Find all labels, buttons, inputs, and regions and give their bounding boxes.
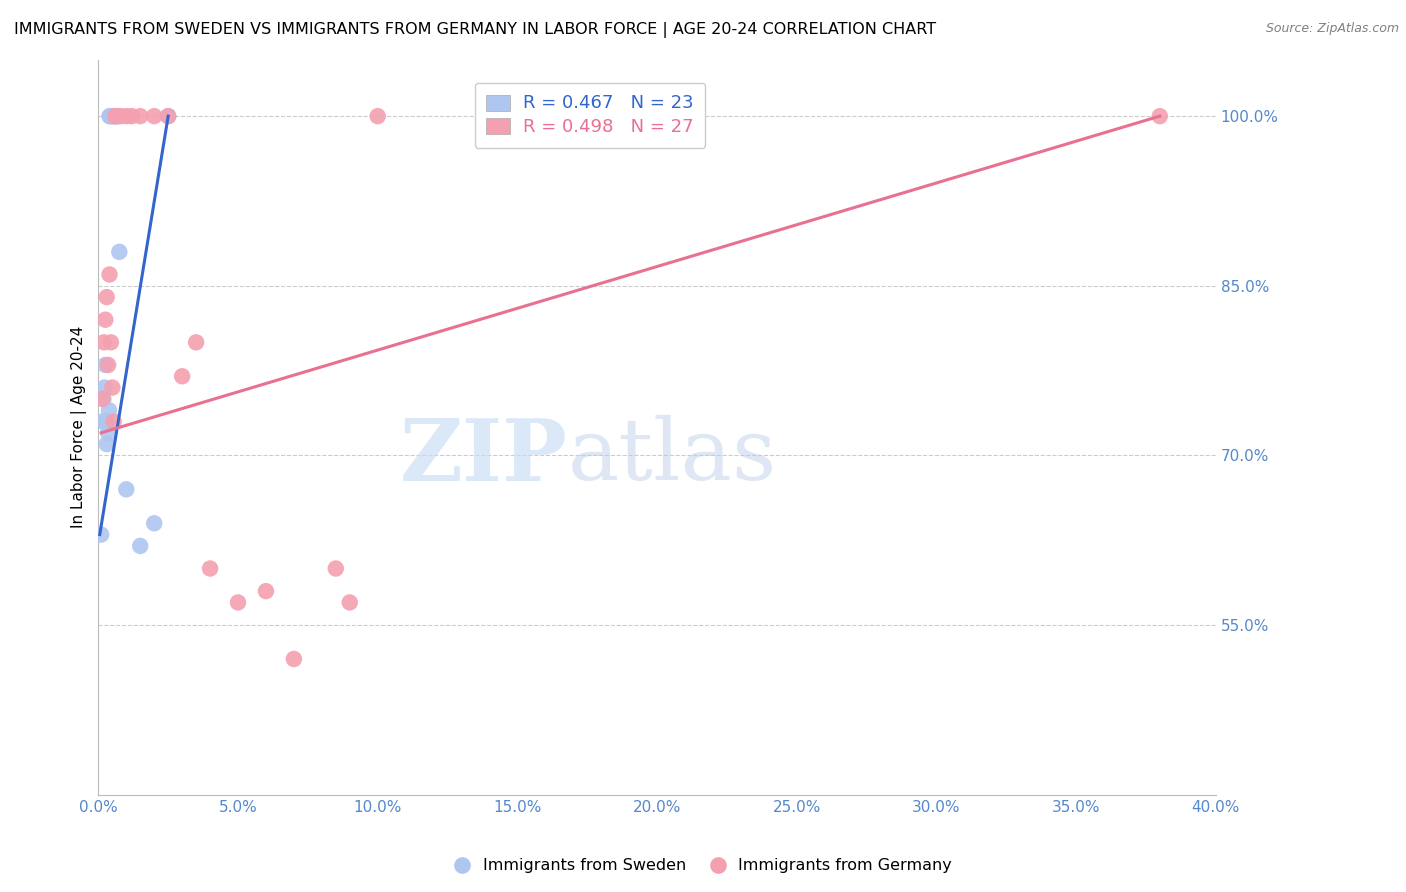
Point	[98, 109, 121, 123]
Legend: R = 0.467   N = 23, R = 0.498   N = 27: R = 0.467 N = 23, R = 0.498 N = 27	[475, 83, 706, 148]
Point	[104, 109, 127, 123]
Point	[121, 109, 143, 123]
Point	[129, 109, 152, 123]
Point	[367, 109, 389, 123]
Point	[110, 109, 132, 123]
Point	[91, 392, 114, 406]
Text: atlas: atlas	[568, 415, 776, 498]
Point	[96, 437, 118, 451]
Point	[157, 109, 180, 123]
Text: ZIP: ZIP	[399, 415, 568, 499]
Point	[129, 539, 152, 553]
Point	[93, 380, 115, 394]
Point	[108, 244, 131, 259]
Point	[104, 109, 127, 123]
Point	[103, 109, 125, 123]
Point	[96, 415, 118, 429]
Point	[91, 415, 114, 429]
Text: Source: ZipAtlas.com: Source: ZipAtlas.com	[1265, 22, 1399, 36]
Point	[97, 425, 120, 440]
Point	[96, 290, 118, 304]
Point	[93, 392, 115, 406]
Point	[101, 109, 124, 123]
Legend: Immigrants from Sweden, Immigrants from Germany: Immigrants from Sweden, Immigrants from …	[447, 852, 959, 880]
Point	[94, 358, 117, 372]
Point	[143, 109, 166, 123]
Point	[98, 403, 121, 417]
Point	[107, 109, 129, 123]
Point	[143, 516, 166, 531]
Point	[100, 335, 122, 350]
Y-axis label: In Labor Force | Age 20-24: In Labor Force | Age 20-24	[72, 326, 87, 528]
Point	[339, 595, 361, 609]
Point	[157, 109, 180, 123]
Point	[325, 561, 347, 575]
Point	[90, 527, 112, 541]
Point	[98, 109, 121, 123]
Point	[105, 109, 128, 123]
Point	[184, 335, 207, 350]
Point	[93, 335, 115, 350]
Point	[105, 109, 128, 123]
Point	[94, 312, 117, 326]
Point	[115, 109, 138, 123]
Point	[103, 415, 125, 429]
Point	[98, 268, 121, 282]
Point	[254, 584, 277, 599]
Point	[283, 652, 305, 666]
Point	[100, 109, 122, 123]
Point	[97, 358, 120, 372]
Point	[172, 369, 194, 384]
Point	[115, 483, 138, 497]
Point	[198, 561, 221, 575]
Point	[1149, 109, 1171, 123]
Point	[96, 415, 118, 429]
Point	[101, 380, 124, 394]
Text: IMMIGRANTS FROM SWEDEN VS IMMIGRANTS FROM GERMANY IN LABOR FORCE | AGE 20-24 COR: IMMIGRANTS FROM SWEDEN VS IMMIGRANTS FRO…	[14, 22, 936, 38]
Point	[226, 595, 249, 609]
